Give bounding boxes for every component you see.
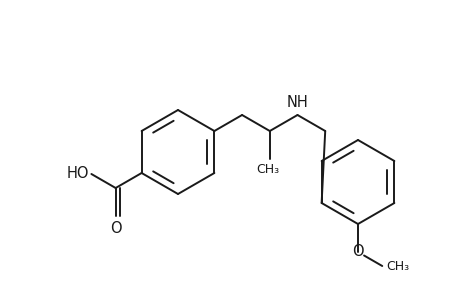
Text: NH: NH [286, 95, 308, 110]
Text: O: O [110, 221, 121, 236]
Text: CH₃: CH₃ [386, 260, 409, 272]
Text: HO: HO [67, 167, 89, 182]
Text: O: O [352, 244, 363, 260]
Text: CH₃: CH₃ [256, 163, 279, 176]
